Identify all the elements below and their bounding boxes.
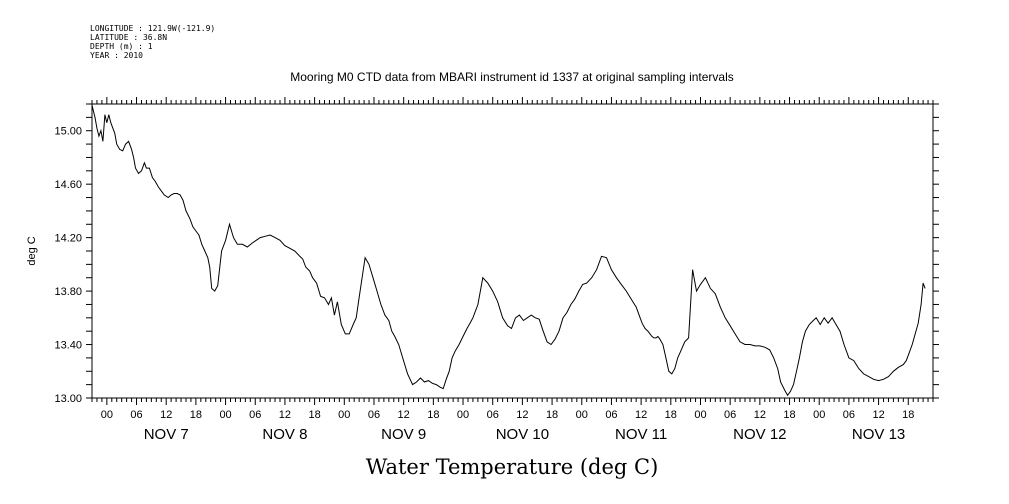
axis-ticks [86, 97, 939, 405]
meta-depth: DEPTH (m) : 1 [90, 42, 153, 51]
x-tick-label: 18 [427, 409, 439, 421]
meta-latitude: LATITUDE : 36.8N [90, 33, 167, 42]
x-tick-label: 12 [398, 409, 410, 421]
day-label: NOV 10 [496, 426, 549, 443]
x-tick-label: 12 [635, 409, 647, 421]
x-axis-big-label: Water Temperature (deg C) [366, 455, 659, 479]
x-tick-label: 12 [279, 409, 291, 421]
x-tick-label: 12 [754, 409, 766, 421]
x-tick-label: 06 [130, 409, 142, 421]
day-label: NOV 13 [852, 426, 905, 443]
x-tick-label: 06 [724, 409, 736, 421]
y-tick-label: 14.60 [54, 179, 82, 191]
day-label: NOV 7 [144, 426, 189, 443]
x-tick-label: 00 [694, 409, 706, 421]
x-tick-label: 06 [249, 409, 261, 421]
x-tick-label: 00 [813, 409, 825, 421]
x-tick-label: 12 [516, 409, 528, 421]
day-labels: NOV 7 NOV 8 NOV 9 NOV 10 NOV 11 NOV 12 NOV 13 [144, 426, 906, 443]
x-tick-labels: 00 06 12 18 00 06 12 18 00 06 12 18 00 06 12 18 00 06 12 18… [101, 409, 915, 421]
x-tick-label: 00 [101, 409, 113, 421]
x-tick-label: 06 [605, 409, 617, 421]
x-tick-label: 00 [457, 409, 469, 421]
x-tick-label: 18 [665, 409, 677, 421]
x-tick-label: 00 [576, 409, 588, 421]
x-tick-label: 18 [190, 409, 202, 421]
day-label: NOV 8 [262, 426, 307, 443]
plot-frame [91, 103, 934, 399]
temperature-series-line [91, 105, 926, 397]
y-tick-label: 14.20 [54, 233, 82, 245]
x-tick-label: 18 [308, 409, 320, 421]
x-tick-label: 06 [368, 409, 380, 421]
meta-year: YEAR : 2010 [90, 51, 143, 60]
y-axis-label: deg C [26, 236, 38, 265]
x-tick-label: 18 [546, 409, 558, 421]
x-tick-label: 06 [487, 409, 499, 421]
y-tick-label: 13.40 [54, 340, 82, 352]
x-tick-label: 18 [902, 409, 914, 421]
x-tick-label: 00 [338, 409, 350, 421]
x-tick-label: 18 [783, 409, 795, 421]
meta-longitude: LONGITUDE : 121.9W(-121.9) [90, 24, 215, 33]
y-tick-label: 13.00 [54, 393, 82, 405]
day-label: NOV 11 [615, 426, 667, 443]
day-label: NOV 9 [381, 426, 426, 443]
y-tick-labels: 13.00 13.40 13.80 14.20 14.60 15.00 [54, 126, 82, 405]
x-tick-label: 06 [843, 409, 855, 421]
y-tick-label: 15.00 [54, 126, 82, 138]
x-tick-label: 00 [219, 409, 231, 421]
y-tick-label: 13.80 [54, 286, 82, 298]
day-label: NOV 12 [733, 426, 786, 443]
x-tick-label: 12 [160, 409, 172, 421]
x-tick-label: 12 [872, 409, 884, 421]
chart-title: Mooring M0 CTD data from MBARI instrumen… [290, 70, 734, 84]
